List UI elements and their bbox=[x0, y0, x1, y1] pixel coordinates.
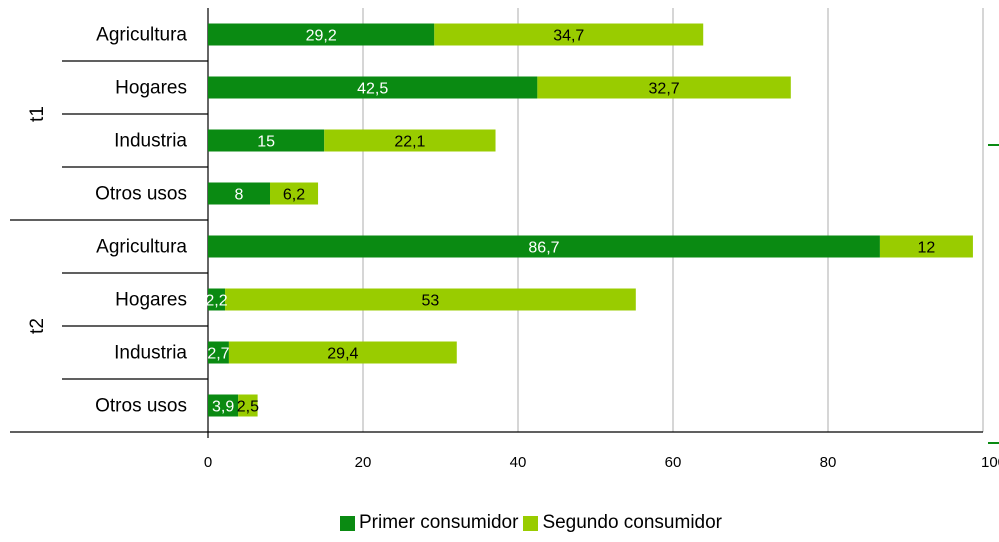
bar-segundo-consumidor bbox=[537, 76, 791, 99]
category-label: Otros usos bbox=[95, 184, 187, 205]
data-label-segundo: 29,4 bbox=[327, 346, 358, 363]
bar-layer bbox=[208, 23, 973, 417]
group-label: t1 bbox=[27, 106, 48, 122]
x-tick-label: 0 bbox=[204, 454, 212, 471]
category-label: Agricultura bbox=[96, 25, 187, 46]
data-label-primer: 2,2 bbox=[205, 293, 227, 310]
data-label-primer: 29,2 bbox=[306, 28, 337, 45]
data-label-primer: 8 bbox=[235, 187, 244, 204]
x-tick-label: 80 bbox=[820, 454, 837, 471]
data-label-segundo: 6,2 bbox=[283, 187, 305, 204]
legend-swatch-segundo bbox=[523, 515, 539, 531]
category-label: Industria bbox=[114, 343, 187, 364]
bar-segundo-consumidor bbox=[228, 341, 457, 364]
x-tick-label: 20 bbox=[355, 454, 372, 471]
bar-primer-consumidor bbox=[208, 235, 880, 258]
legend-label-primer: Primer consumidor bbox=[359, 512, 519, 533]
data-label-segundo: 12 bbox=[918, 240, 936, 257]
data-label-segundo: 34,7 bbox=[553, 28, 584, 45]
bar-segundo-consumidor bbox=[324, 129, 496, 152]
bar-primer-consumidor bbox=[208, 394, 239, 417]
data-label-segundo: 22,1 bbox=[394, 134, 425, 151]
category-label: Otros usos bbox=[95, 396, 187, 417]
category-label: Hogares bbox=[115, 78, 187, 99]
data-label-segundo: 32,7 bbox=[649, 81, 680, 98]
data-label-primer: 3,9 bbox=[212, 399, 234, 416]
x-tick-label: 60 bbox=[665, 454, 682, 471]
x-tick-label: 100 bbox=[981, 454, 999, 471]
bar-segundo-consumidor bbox=[270, 182, 319, 205]
bar-primer-consumidor bbox=[208, 182, 270, 205]
bar-segundo-consumidor bbox=[879, 235, 973, 258]
data-label-segundo: 53 bbox=[422, 293, 440, 310]
data-label-primer: 86,7 bbox=[528, 240, 559, 257]
legend-item-segundo: Segundo consumidor bbox=[523, 512, 722, 534]
group-label: t2 bbox=[27, 318, 48, 334]
label-layer: 29,2 34,7 42,5 32,7 15 22,1 8 6,2 86,7 12 2,2 53 2,7… bbox=[205, 28, 935, 416]
bar-segundo-consumidor bbox=[238, 394, 258, 417]
bar-segundo-consumidor bbox=[225, 288, 636, 311]
bar-primer-consumidor bbox=[208, 23, 435, 46]
legend-swatch-primer bbox=[340, 515, 355, 531]
legend-label-segundo: Segundo consumidor bbox=[542, 512, 723, 533]
category-label: Agricultura bbox=[96, 237, 187, 258]
data-label-primer: 42,5 bbox=[357, 81, 388, 98]
bar-segundo-consumidor bbox=[434, 23, 704, 46]
grid-layer bbox=[362, 8, 984, 432]
data-label-segundo: 2,5 bbox=[237, 399, 259, 416]
bar-primer-consumidor bbox=[208, 341, 229, 364]
data-label-primer: 2,7 bbox=[207, 346, 229, 363]
category-label: Hogares bbox=[115, 290, 187, 311]
bar-primer-consumidor bbox=[208, 288, 226, 311]
legend: Primer consumidor Segundo consumidor bbox=[340, 512, 727, 534]
bar-primer-consumidor bbox=[208, 129, 325, 152]
x-tick-label: 40 bbox=[510, 454, 527, 471]
data-label-primer: 15 bbox=[257, 134, 275, 151]
category-label: Industria bbox=[114, 131, 187, 152]
bar-primer-consumidor bbox=[208, 76, 538, 99]
legend-item-primer: Primer consumidor bbox=[340, 512, 518, 534]
